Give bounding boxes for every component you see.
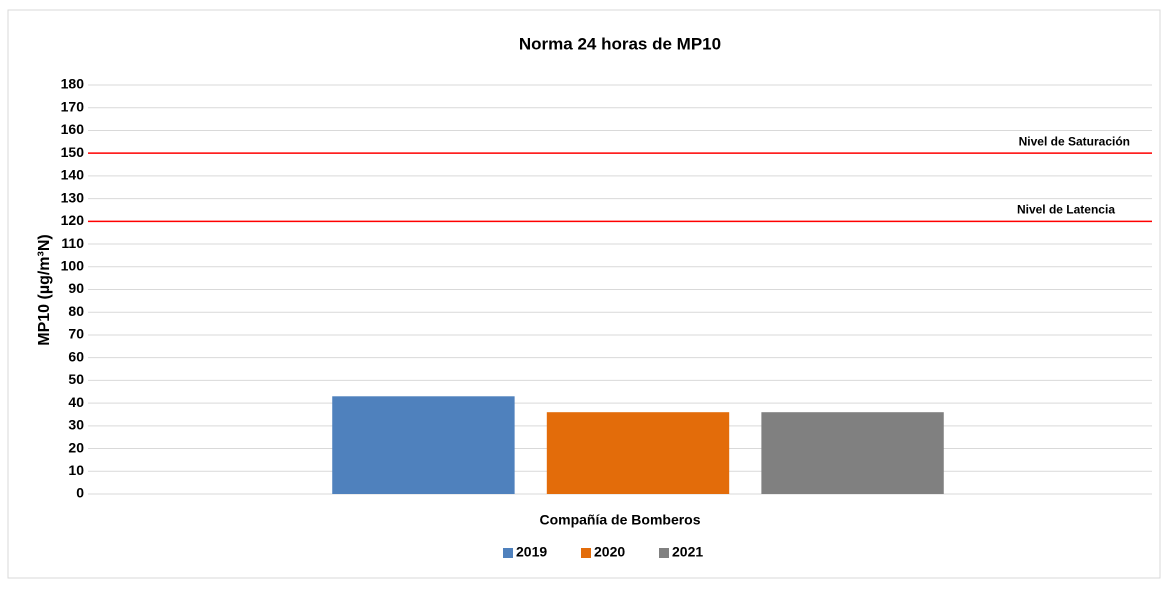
legend-label: 2021 bbox=[672, 544, 703, 560]
y-tick-label: 60 bbox=[68, 348, 84, 364]
y-tick-label: 10 bbox=[68, 462, 84, 478]
bar bbox=[546, 412, 730, 494]
y-tick-label: 40 bbox=[68, 394, 84, 410]
y-tick-label: 140 bbox=[61, 167, 85, 183]
y-tick-label: 90 bbox=[68, 280, 84, 296]
y-tick-label: 100 bbox=[61, 257, 85, 273]
y-tick-label: 160 bbox=[61, 121, 85, 137]
y-tick-label: 0 bbox=[76, 485, 84, 501]
y-tick-label: 70 bbox=[68, 326, 84, 342]
y-tick-label: 150 bbox=[61, 144, 85, 160]
y-tick-label: 50 bbox=[68, 371, 84, 387]
y-tick-label: 130 bbox=[61, 189, 85, 205]
reference-label: Nivel de Saturación bbox=[1019, 134, 1130, 148]
legend-label: 2019 bbox=[516, 544, 547, 560]
y-tick-label: 120 bbox=[61, 212, 85, 228]
legend-swatch bbox=[503, 548, 513, 558]
y-tick-label: 180 bbox=[61, 76, 85, 92]
y-tick-label: 20 bbox=[68, 439, 84, 455]
legend-swatch bbox=[659, 548, 669, 558]
reference-label: Nivel de Latencia bbox=[1017, 203, 1115, 217]
x-axis-label: Compañía de Bomberos bbox=[539, 512, 700, 528]
y-tick-label: 110 bbox=[61, 235, 84, 251]
y-tick-label: 170 bbox=[61, 98, 85, 114]
bar bbox=[761, 412, 944, 494]
legend-swatch bbox=[581, 548, 591, 558]
legend-label: 2020 bbox=[594, 544, 625, 560]
bar bbox=[332, 396, 515, 494]
y-tick-label: 80 bbox=[68, 303, 84, 319]
y-tick-label: 30 bbox=[68, 417, 84, 433]
y-axis-label: MP10 (µg/m³N) bbox=[36, 234, 53, 345]
chart-title: Norma 24 horas de MP10 bbox=[519, 34, 721, 53]
